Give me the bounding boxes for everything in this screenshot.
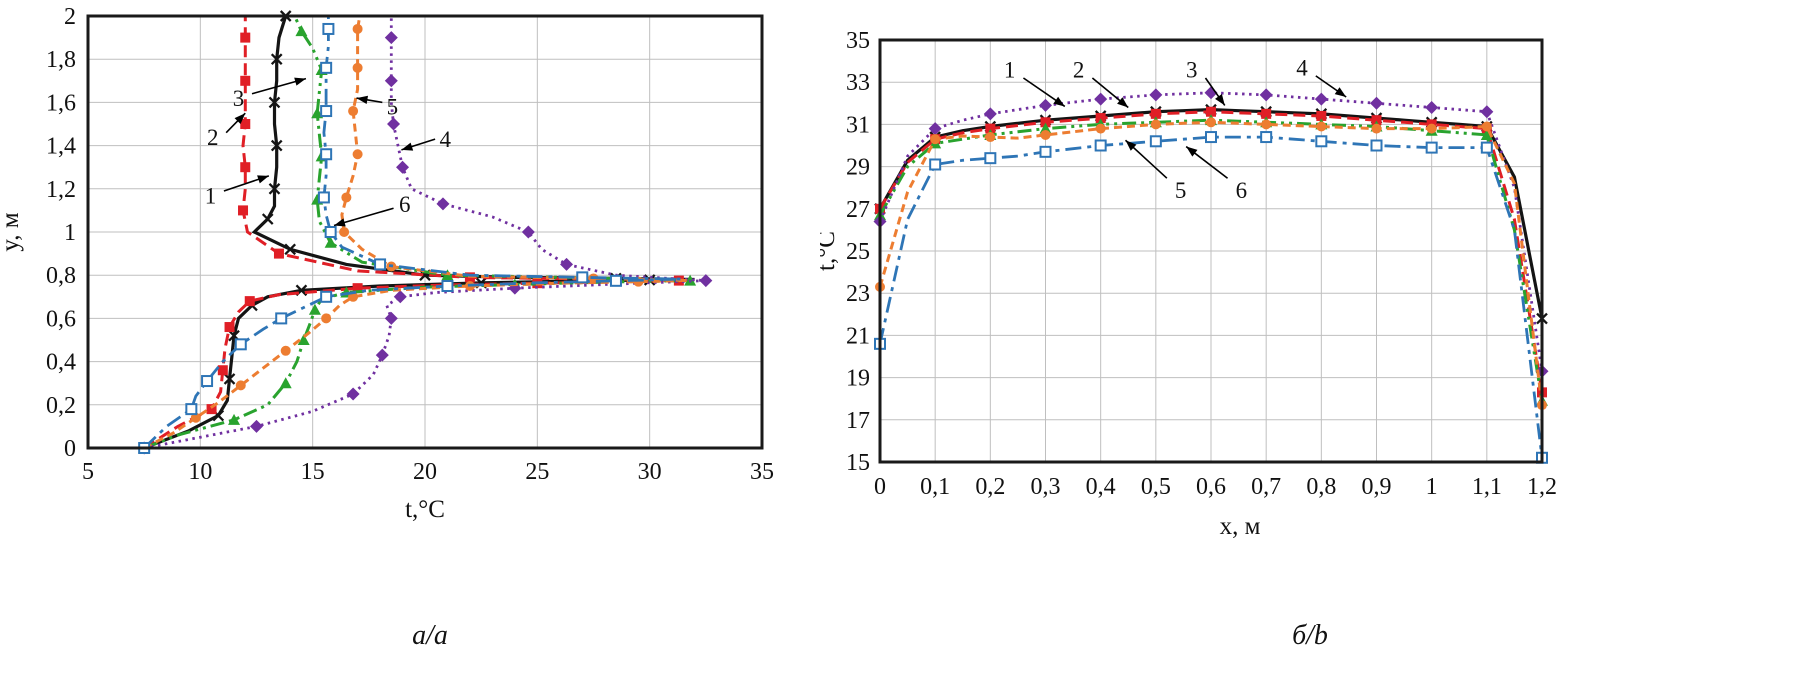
chart-b-group: 0 0,1 0,2 0,3 0,4 0,5 0,6 0,7 0,8 0,9 1 1,1 1,215171… [820, 28, 1557, 540]
svg-text:31: 31 [846, 112, 870, 138]
svg-text:1,1: 1,1 [1472, 474, 1502, 500]
svg-text:0,8: 0,8 [1306, 474, 1336, 500]
svg-text:1,2: 1,2 [46, 177, 76, 203]
svg-text:20: 20 [413, 459, 437, 485]
svg-text:0,5: 0,5 [1141, 474, 1171, 500]
svg-text:t,°C: t,°C [820, 231, 840, 271]
svg-text:30: 30 [638, 459, 662, 485]
svg-text:0,4: 0,4 [1086, 474, 1116, 500]
svg-text:19: 19 [846, 366, 870, 392]
svg-text:10: 10 [188, 459, 212, 485]
svg-text:6: 6 [399, 192, 411, 217]
svg-text:1: 1 [205, 183, 217, 208]
svg-text:3: 3 [233, 86, 245, 111]
svg-text:5: 5 [1175, 178, 1187, 203]
svg-text:23: 23 [846, 281, 870, 307]
svg-text:3: 3 [1186, 58, 1198, 83]
svg-text:1: 1 [1004, 58, 1016, 83]
svg-text:27: 27 [846, 197, 870, 223]
plot-border [86, 14, 764, 450]
svg-text:0: 0 [874, 474, 886, 500]
svg-text:4: 4 [1296, 55, 1308, 80]
svg-text:29: 29 [846, 155, 870, 181]
chart-a-group: 5 10 15 20 25 30 3500,20,40,60,811,21,41,61,82… [0, 4, 774, 523]
svg-text:6: 6 [1236, 178, 1248, 203]
svg-text:2: 2 [64, 4, 76, 30]
svg-text:0,3: 0,3 [1031, 474, 1061, 500]
chart-b-canvas: 0 0,1 0,2 0,3 0,4 0,5 0,6 0,7 0,8 0,9 1 1,1 1,215171… [820, 28, 1557, 540]
svg-text:15: 15 [846, 450, 870, 476]
svg-text:x, м: x, м [1220, 513, 1261, 540]
caption-a: а/a [412, 620, 448, 651]
plot-border [878, 38, 1544, 464]
svg-text:t,°C: t,°C [405, 496, 445, 523]
svg-text:4: 4 [439, 127, 451, 152]
svg-text:25: 25 [846, 239, 870, 265]
svg-text:33: 33 [846, 70, 870, 96]
svg-text:35: 35 [846, 28, 870, 54]
series-4-line [143, 16, 706, 450]
svg-text:0,2: 0,2 [46, 393, 76, 419]
svg-text:17: 17 [846, 408, 870, 434]
svg-text:15: 15 [301, 459, 325, 485]
caption-b: б/b [1292, 620, 1328, 651]
svg-text:0,6: 0,6 [46, 306, 76, 332]
svg-text:0,4: 0,4 [46, 350, 76, 376]
svg-text:0,6: 0,6 [1196, 474, 1226, 500]
svg-text:0,7: 0,7 [1251, 474, 1281, 500]
svg-text:1,4: 1,4 [46, 134, 76, 160]
svg-text:0,1: 0,1 [920, 474, 950, 500]
svg-text:0: 0 [64, 436, 76, 462]
svg-text:35: 35 [750, 459, 774, 485]
svg-text:5: 5 [387, 95, 399, 120]
svg-text:25: 25 [525, 459, 549, 485]
svg-text:2: 2 [1073, 58, 1085, 83]
svg-text:0,9: 0,9 [1362, 474, 1392, 500]
chart-a: 5 10 15 20 25 30 35 0 0,2 0,4 0,6 0,8 1 1,2 1,4 1,6 1,8 2… [0, 0, 830, 560]
svg-text:1: 1 [64, 220, 76, 246]
svg-text:y, м: y, м [0, 212, 24, 251]
svg-text:0,8: 0,8 [46, 263, 76, 289]
svg-text:1,8: 1,8 [46, 47, 76, 73]
svg-text:1,6: 1,6 [46, 90, 76, 116]
svg-text:1,2: 1,2 [1527, 474, 1557, 500]
svg-text:0,2: 0,2 [975, 474, 1005, 500]
chart-b: 0 0,1 0,2 0,3 0,4 0,5 0,6 0,7 0,8 0,9 1 1,1 1,2 15 17 1… [820, 0, 1590, 560]
svg-text:5: 5 [82, 459, 94, 485]
svg-text:2: 2 [207, 125, 219, 150]
svg-text:1: 1 [1426, 474, 1438, 500]
chart-a-canvas: 5 10 15 20 25 30 3500,20,40,60,811,21,41,61,82… [0, 4, 774, 523]
svg-text:21: 21 [846, 323, 870, 349]
